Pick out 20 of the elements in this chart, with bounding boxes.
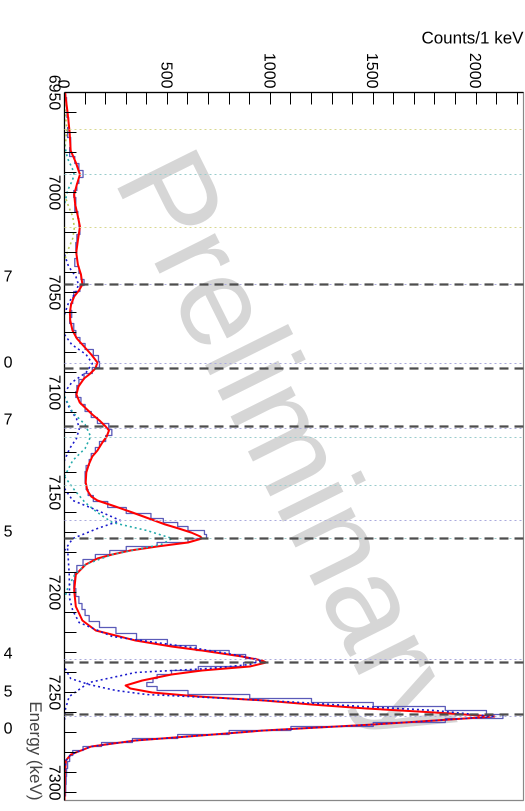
y-tick-label: 7000 [46, 174, 62, 210]
y-tick-label: 7100 [46, 374, 62, 410]
y-axis-title: Energy (keV) [26, 701, 45, 800]
y-tick-label: 7300 [46, 764, 62, 801]
y-tick-label: 7050 [46, 274, 62, 310]
text: 7 [4, 268, 13, 286]
y-tick-label: 7200 [46, 574, 62, 610]
x-tick-label: 1000 [260, 52, 278, 89]
x-axis-title: Counts/1 keV [421, 28, 524, 48]
text: 7 [4, 412, 13, 428]
text: 5 [4, 684, 13, 700]
x-tick-label: 500 [157, 62, 174, 89]
y-tick-label: 7150 [46, 474, 62, 510]
x-tick-label: 2000 [466, 52, 484, 89]
text: 5 [4, 524, 13, 540]
text: 0 [4, 720, 13, 738]
text: 4 [4, 646, 13, 662]
y-tick-label: 7250 [46, 674, 62, 710]
x-tick-label: 1500 [363, 52, 380, 89]
text: 0 [4, 354, 13, 372]
